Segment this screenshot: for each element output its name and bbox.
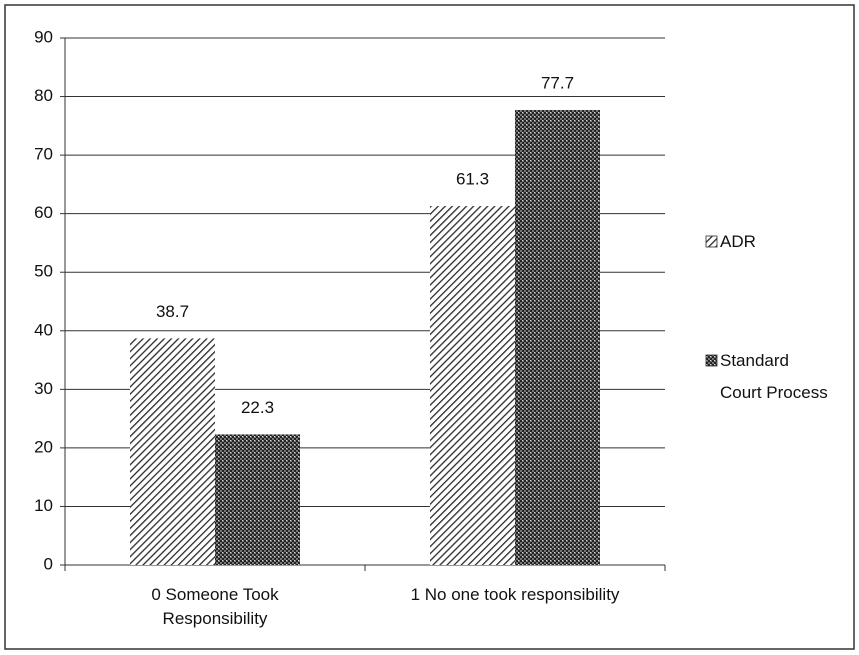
y-tick-label: 0 <box>44 554 53 573</box>
legend-swatch <box>705 235 718 248</box>
bar <box>430 206 515 565</box>
y-tick-label: 20 <box>34 437 53 456</box>
bar <box>515 110 600 566</box>
y-tick-label: 10 <box>34 496 53 515</box>
y-tick-label: 50 <box>34 262 53 281</box>
y-tick-label: 40 <box>34 320 53 339</box>
y-tick-label: 70 <box>34 145 53 164</box>
x-tick-label: 0 Someone Took Responsibility <box>151 585 279 628</box>
legend-label: Standard Court Process <box>720 351 828 402</box>
legend-label: ADR <box>720 232 756 251</box>
y-tick-label: 30 <box>34 379 53 398</box>
frame <box>4 4 855 650</box>
data-label: 22.3 <box>241 398 274 417</box>
x-tick-label: 1 No one took responsibility <box>410 585 620 604</box>
data-label: 61.3 <box>456 170 489 189</box>
data-label: 38.7 <box>156 302 189 321</box>
y-tick-label: 90 <box>34 27 53 46</box>
legend-swatch <box>705 354 718 367</box>
bar <box>215 434 300 565</box>
bar <box>130 338 215 565</box>
data-label: 77.7 <box>541 74 574 93</box>
y-tick-label: 80 <box>34 86 53 105</box>
y-tick-label: 60 <box>34 203 53 222</box>
